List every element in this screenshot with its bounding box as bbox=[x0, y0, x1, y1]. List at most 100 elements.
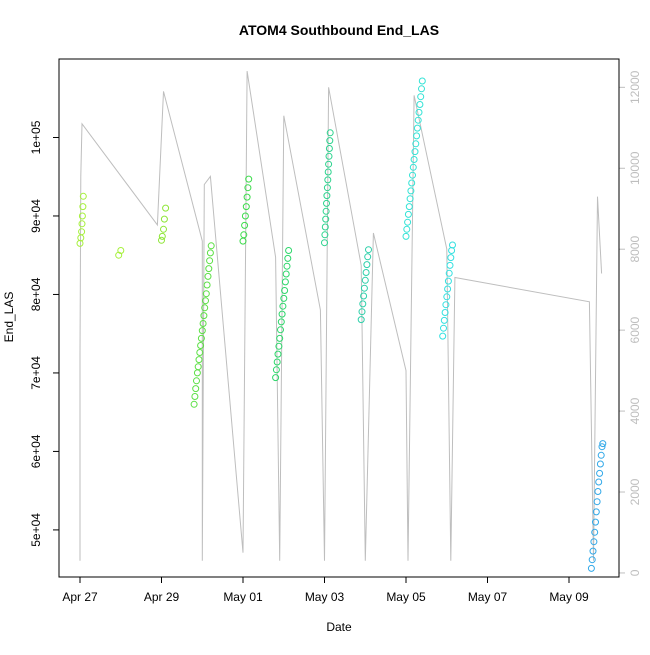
plot-frame bbox=[58, 58, 620, 578]
data-point bbox=[278, 310, 286, 318]
data-point bbox=[416, 101, 424, 108]
data-point bbox=[588, 556, 596, 564]
y-right-tick-label: 6000 bbox=[628, 316, 642, 343]
y-left-tick-label: 1e+05 bbox=[29, 120, 43, 154]
data-point bbox=[275, 342, 283, 350]
data-point bbox=[417, 93, 425, 101]
data-point bbox=[592, 508, 600, 516]
data-point bbox=[596, 469, 604, 477]
data-point bbox=[198, 327, 206, 335]
x-tick-label: May 09 bbox=[549, 590, 589, 604]
data-point bbox=[277, 326, 284, 334]
data-point bbox=[203, 281, 211, 289]
data-point bbox=[594, 488, 602, 495]
data-point bbox=[410, 156, 418, 163]
data-point bbox=[324, 176, 332, 184]
data-point bbox=[361, 276, 369, 284]
data-point bbox=[592, 518, 599, 526]
data-point bbox=[415, 108, 423, 116]
axes-layer: Apr 27 Apr 29 May 01 May 03 May 05 May 07 May … bbox=[29, 70, 642, 604]
x-tick-label: May 05 bbox=[386, 590, 426, 604]
x-axis-label: Date bbox=[326, 620, 352, 634]
data-point bbox=[191, 393, 199, 400]
chart-title: ATOM4 Southbound End_LAS bbox=[239, 22, 439, 38]
data-point bbox=[441, 309, 449, 316]
data-point bbox=[595, 478, 603, 486]
data-point bbox=[414, 116, 422, 124]
data-point bbox=[596, 460, 604, 468]
data-point bbox=[409, 163, 417, 171]
data-point bbox=[444, 285, 452, 293]
data-point bbox=[240, 231, 248, 239]
data-point bbox=[360, 284, 368, 292]
data-point bbox=[204, 272, 212, 280]
data-point bbox=[282, 270, 290, 278]
data-point bbox=[445, 269, 453, 277]
data-point bbox=[196, 349, 204, 356]
data-point bbox=[272, 366, 280, 374]
data-point bbox=[590, 538, 598, 546]
data-point bbox=[357, 316, 365, 324]
data-point bbox=[195, 356, 203, 364]
data-point bbox=[323, 192, 331, 200]
data-point bbox=[404, 218, 412, 226]
data-point bbox=[413, 132, 421, 140]
data-point bbox=[193, 377, 200, 385]
data-point bbox=[442, 301, 450, 309]
data-point bbox=[194, 363, 202, 371]
y-right-tick-label: 2000 bbox=[628, 478, 642, 505]
data-point bbox=[402, 232, 410, 240]
data-point bbox=[277, 318, 285, 326]
data-point bbox=[362, 269, 370, 276]
data-point bbox=[160, 225, 167, 233]
x-tick-label: Apr 27 bbox=[62, 590, 98, 604]
y-left-tick-label: 9e+04 bbox=[29, 199, 43, 233]
y-left-tick-label: 8e+04 bbox=[29, 277, 43, 311]
data-point bbox=[241, 212, 249, 220]
data-point bbox=[412, 140, 420, 148]
data-point bbox=[443, 293, 451, 301]
data-point bbox=[591, 528, 599, 536]
data-point bbox=[78, 212, 86, 220]
data-point bbox=[158, 232, 166, 240]
data-point bbox=[276, 334, 284, 342]
data-point bbox=[599, 440, 607, 448]
data-point bbox=[411, 148, 419, 156]
trace-line-layer bbox=[79, 71, 603, 561]
trace-line bbox=[79, 71, 603, 561]
data-point bbox=[199, 320, 207, 327]
data-point bbox=[162, 204, 170, 212]
data-point bbox=[197, 342, 205, 349]
data-point bbox=[365, 246, 372, 254]
data-point bbox=[408, 179, 416, 187]
data-point bbox=[325, 160, 333, 168]
data-point bbox=[407, 187, 415, 195]
data-point bbox=[79, 192, 87, 200]
data-point bbox=[274, 350, 282, 358]
data-point bbox=[280, 294, 288, 302]
data-point bbox=[190, 400, 198, 408]
data-point bbox=[242, 203, 250, 211]
data-point bbox=[321, 231, 329, 239]
data-point bbox=[418, 85, 425, 93]
data-point bbox=[326, 129, 334, 137]
y-left-tick-label: 7e+04 bbox=[29, 356, 43, 390]
data-point bbox=[409, 171, 416, 179]
x-tick-label: May 07 bbox=[468, 590, 508, 604]
data-point bbox=[360, 292, 368, 300]
data-point bbox=[283, 262, 291, 270]
data-point bbox=[326, 137, 334, 145]
data-point bbox=[117, 247, 125, 254]
data-point bbox=[205, 265, 213, 273]
y-right-tick-label: 0 bbox=[628, 569, 642, 576]
data-point bbox=[589, 547, 597, 555]
data-point bbox=[325, 145, 333, 152]
data-point bbox=[593, 498, 601, 506]
data-point bbox=[406, 195, 414, 203]
data-point bbox=[192, 385, 200, 393]
data-point bbox=[281, 287, 289, 294]
data-point bbox=[78, 228, 86, 236]
x-tick-label: May 01 bbox=[223, 590, 263, 604]
data-point bbox=[321, 223, 329, 231]
points-layer bbox=[76, 77, 607, 572]
